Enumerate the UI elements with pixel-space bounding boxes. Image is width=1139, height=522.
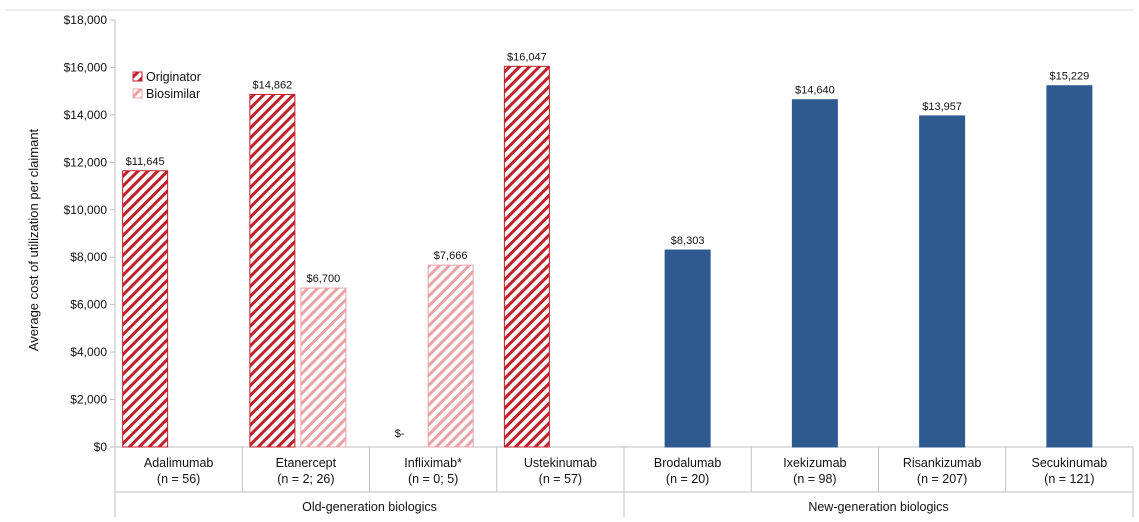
group-label: Old-generation biologics [302, 500, 437, 514]
category-n-label: (n = 98) [793, 472, 836, 486]
data-label: $6,700 [307, 273, 341, 285]
y-tick-label: $16,000 [64, 60, 108, 74]
y-tick-label: $14,000 [64, 108, 108, 122]
category-label: Risankizumab [903, 456, 982, 470]
bar-etanercept-originator [249, 93, 296, 448]
y-tick-label: $4,000 [70, 345, 107, 359]
data-label: $15,229 [1049, 71, 1089, 83]
bar-risankizumab-newgen [919, 115, 966, 448]
y-tick-label: $12,000 [64, 155, 108, 169]
data-label: $13,957 [922, 101, 962, 113]
data-label: $16,047 [507, 51, 547, 63]
legend-swatch [132, 71, 143, 82]
bar-brodalumab-newgen [664, 249, 711, 448]
y-axis-title: Average cost of utilization per claimant [26, 128, 41, 351]
category-label: Ixekizumab [783, 456, 846, 470]
data-label: $- [395, 428, 405, 440]
data-label: $14,640 [795, 85, 835, 97]
category-n-label: (n = 20) [666, 472, 709, 486]
legend-label: Originator [146, 70, 201, 84]
bar-ixekizumab-newgen [791, 99, 838, 448]
legend-label: Biosimilar [146, 87, 200, 101]
category-n-label: (n = 0; 5) [408, 472, 458, 486]
bar-infliximab-biosimilar [427, 264, 474, 448]
y-tick-label: $0 [94, 440, 108, 454]
bar-secukinumab-newgen [1046, 85, 1093, 448]
legend-swatch [132, 88, 143, 99]
bar-etanercept-biosimilar [300, 287, 347, 448]
bar-adalimumab-originator [122, 170, 169, 448]
group-label: New-generation biologics [808, 500, 948, 514]
category-n-label: (n = 121) [1044, 472, 1094, 486]
category-label: Adalimumab [144, 456, 214, 470]
data-label: $14,862 [252, 79, 292, 91]
data-label: $7,666 [434, 250, 468, 262]
y-tick-label: $10,000 [64, 203, 108, 217]
data-label: $8,303 [671, 235, 705, 247]
y-tick-label: $2,000 [70, 393, 107, 407]
y-tick-label: $18,000 [64, 13, 108, 27]
category-label: Secukinumab [1032, 456, 1108, 470]
category-n-label: (n = 2; 26) [277, 472, 334, 486]
y-tick-label: $8,000 [70, 250, 107, 264]
category-label: Infliximab* [404, 456, 462, 470]
category-n-label: (n = 56) [157, 472, 200, 486]
category-n-label: (n = 207) [917, 472, 967, 486]
bar-ustekinumab-originator [503, 65, 550, 448]
category-n-label: (n = 57) [539, 472, 582, 486]
y-tick-label: $6,000 [70, 298, 107, 312]
category-label: Etanercept [276, 456, 337, 470]
category-label: Ustekinumab [524, 456, 597, 470]
data-label: $11,645 [126, 156, 165, 168]
category-label: Brodalumab [654, 456, 721, 470]
